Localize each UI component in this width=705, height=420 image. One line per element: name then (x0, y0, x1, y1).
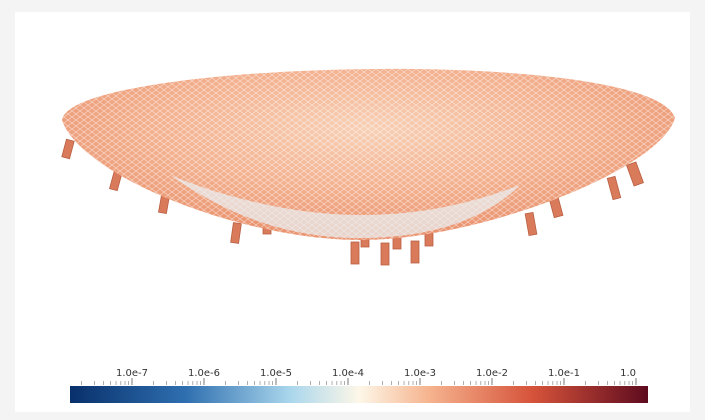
colorbar-tick-label: 1.0e-1 (548, 368, 580, 379)
colorbar-tick-label: 1.0e-6 (188, 368, 220, 379)
colorbar-tick-label: 1.0e-3 (404, 368, 436, 379)
model (61, 68, 675, 266)
colorbar-tick-label: 1.0e-4 (332, 368, 364, 379)
colorbar-tick-label: 1.0e-5 (260, 368, 292, 379)
colorbar-tick-label: 1.0e-7 (116, 368, 148, 379)
colorbar: 1.0e-7 1.0e-6 1.0e-5 1.0e-4 1.0e-3 1.0e-2 1.0e… (70, 368, 648, 403)
colorbar-tick-label: 1.0e-2 (476, 368, 508, 379)
colorbar-gradient (70, 386, 648, 403)
colorbar-tick-label: 1.0 (620, 368, 636, 379)
